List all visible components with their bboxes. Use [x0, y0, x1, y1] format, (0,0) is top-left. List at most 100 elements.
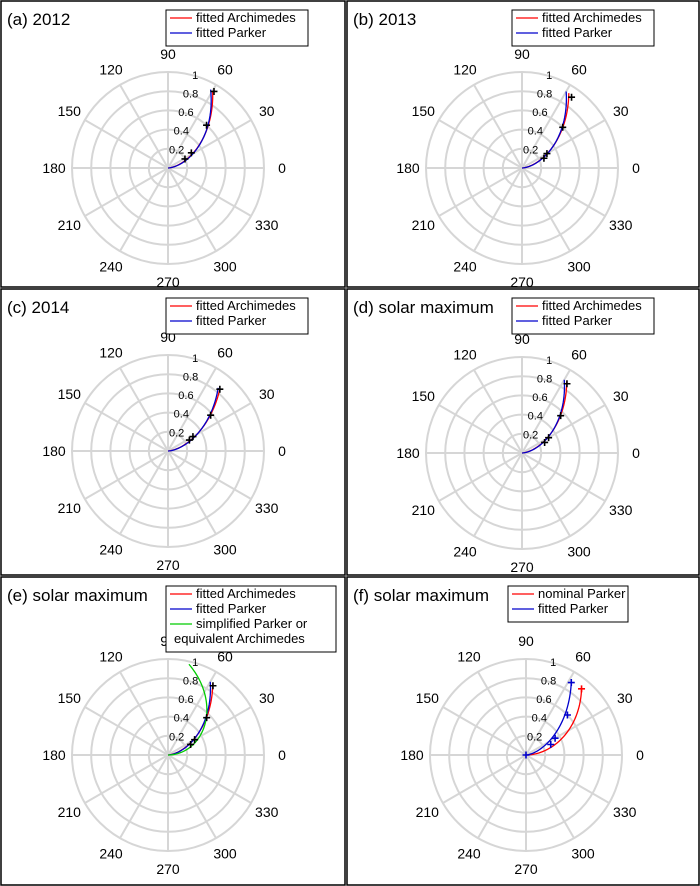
- grid-spoke: [119, 167, 169, 252]
- grid-spoke: [167, 167, 217, 252]
- data-marker: [559, 123, 567, 131]
- angle-tick-label: 60: [571, 346, 587, 362]
- legend-label: fitted Parker: [196, 601, 267, 616]
- grid-spoke: [119, 754, 169, 839]
- data-marker: [563, 380, 571, 388]
- angle-tick-label: 60: [217, 344, 233, 360]
- grid-spoke: [521, 84, 571, 169]
- radial-tick-label: 0.4: [528, 126, 543, 138]
- grid-spoke: [521, 167, 571, 252]
- angle-tick-label: 30: [259, 386, 275, 402]
- radial-tick-label: 1: [546, 355, 552, 367]
- angle-tick-label: 150: [58, 690, 82, 706]
- legend-label: fitted Archimedes: [542, 10, 642, 25]
- angle-tick-label: 270: [156, 557, 180, 573]
- angle-tick-label: 120: [453, 61, 477, 77]
- angle-tick-label: 330: [609, 502, 633, 518]
- radial-tick-label: 0.2: [523, 144, 538, 156]
- grid-spoke: [167, 754, 252, 804]
- grid-spoke: [473, 167, 523, 252]
- panel-title: (b) 2013: [353, 10, 416, 29]
- legend-label: fitted Archimedes: [196, 298, 296, 313]
- angle-tick-label: 300: [571, 846, 595, 862]
- angle-tick-label: 150: [412, 388, 436, 404]
- angle-tick-label: 150: [58, 386, 82, 402]
- data-marker: [210, 87, 218, 95]
- angle-tick-label: 0: [632, 445, 640, 461]
- angle-tick-label: 240: [453, 259, 477, 275]
- radial-tick-label: 0.8: [541, 675, 556, 687]
- data-marker: [203, 121, 211, 129]
- data-marker: [181, 155, 189, 163]
- angle-tick-label: 210: [58, 804, 82, 820]
- grid-spoke: [167, 706, 252, 756]
- data-marker: [209, 682, 217, 690]
- grid-spoke: [438, 167, 523, 217]
- grid-spoke: [521, 404, 606, 454]
- data-marker: [568, 93, 576, 101]
- angle-tick-label: 270: [156, 861, 180, 877]
- grid-spoke: [119, 671, 169, 756]
- data-marker-fitted: [567, 679, 575, 687]
- grid-spoke: [438, 452, 523, 502]
- angle-tick-label: 30: [613, 103, 629, 119]
- grid-spoke: [521, 452, 571, 537]
- angle-tick-label: 30: [259, 690, 275, 706]
- radial-tick-label: 0.4: [174, 713, 189, 725]
- grid-spoke: [473, 84, 523, 169]
- polar-panel-3: (c) 201403060901201501802102402703003300…: [0, 288, 346, 576]
- data-marker: [187, 149, 195, 157]
- radial-tick-label: 0.6: [532, 392, 547, 404]
- angle-tick-label: 240: [99, 846, 123, 862]
- legend-label: fitted Parker: [196, 25, 267, 40]
- grid-spoke: [167, 402, 252, 452]
- radial-tick-label: 0.6: [178, 694, 193, 706]
- radial-tick-label: 0.8: [183, 675, 198, 687]
- angle-tick-label: 210: [58, 217, 82, 233]
- legend-label: fitted Parker: [538, 601, 609, 616]
- angle-tick-label: 30: [259, 103, 275, 119]
- panel-title: (a) 2012: [7, 10, 70, 29]
- grid-spoke: [167, 367, 217, 452]
- panel-title: (c) 2014: [7, 298, 69, 317]
- polar-panel-2: (b) 2013 0 30 60 90 120 150 180 210 240 270 300 330 0…: [346, 0, 700, 290]
- grid-spoke: [477, 754, 527, 839]
- grid-spoke: [521, 369, 571, 454]
- radial-tick-label: 1: [192, 70, 198, 82]
- radial-tick-label: 0.8: [537, 88, 552, 100]
- grid-spoke: [84, 402, 169, 452]
- radial-tick-label: 0.8: [183, 371, 198, 383]
- legend-label: simplified Parker or equivalent Archimede…: [174, 616, 308, 646]
- grid-spoke: [167, 84, 217, 169]
- legend-label: fitted Archimedes: [196, 586, 296, 601]
- radial-tick-label: 0.4: [174, 409, 189, 421]
- angle-tick-label: 180: [42, 160, 66, 176]
- legend-box: [511, 9, 655, 47]
- angle-tick-label: 240: [99, 259, 123, 275]
- angle-tick-label: 210: [412, 217, 436, 233]
- angle-tick-label: 300: [567, 259, 591, 275]
- radial-tick-label: 0.6: [532, 107, 547, 119]
- angle-tick-label: 330: [255, 217, 279, 233]
- angle-tick-label: 120: [453, 346, 477, 362]
- panel-frame: [346, 288, 700, 576]
- angle-tick-label: 240: [99, 542, 123, 558]
- grid-spoke: [525, 754, 575, 839]
- radial-tick-label: 1: [546, 70, 552, 82]
- series-line-simplified-parker-or-equivalent-archimedes: [167, 663, 208, 756]
- grid-spoke: [167, 119, 252, 169]
- series-line-fitted-parker: [521, 91, 568, 169]
- series-line-nominal-parker: [525, 688, 583, 756]
- radial-tick-label: 0.2: [523, 429, 538, 441]
- grid-spoke: [119, 84, 169, 169]
- legend-label: fitted Parker: [196, 313, 267, 328]
- grid-spoke: [442, 706, 527, 756]
- data-marker: [216, 385, 224, 393]
- grid-spoke: [521, 452, 606, 502]
- radial-tick-label: 0.2: [169, 731, 184, 743]
- series-line-fitted-parker: [167, 681, 212, 756]
- grid-spoke: [84, 119, 169, 169]
- radial-tick-label: 0.2: [169, 427, 184, 439]
- grid-spoke: [119, 367, 169, 452]
- panel-title: (d) solar maximum: [353, 298, 494, 317]
